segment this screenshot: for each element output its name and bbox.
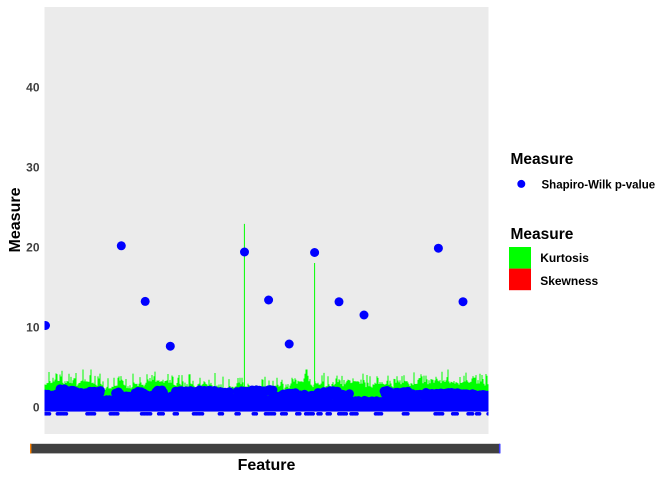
svg-text:Kurtosis: Kurtosis — [540, 251, 589, 265]
svg-text:10: 10 — [26, 321, 40, 335]
svg-text:20: 20 — [26, 241, 40, 255]
svg-text:Measure: Measure — [511, 226, 574, 243]
svg-text:40: 40 — [26, 81, 40, 95]
svg-text:Skewness: Skewness — [540, 274, 598, 288]
svg-text:Measure: Measure — [511, 151, 574, 168]
svg-text:Measure: Measure — [7, 187, 24, 252]
svg-text:30: 30 — [26, 161, 40, 175]
svg-text:0: 0 — [33, 401, 40, 415]
svg-text:Feature: Feature — [238, 457, 296, 474]
svg-text:Shapiro-Wilk p-value: Shapiro-Wilk p-value — [542, 179, 656, 191]
